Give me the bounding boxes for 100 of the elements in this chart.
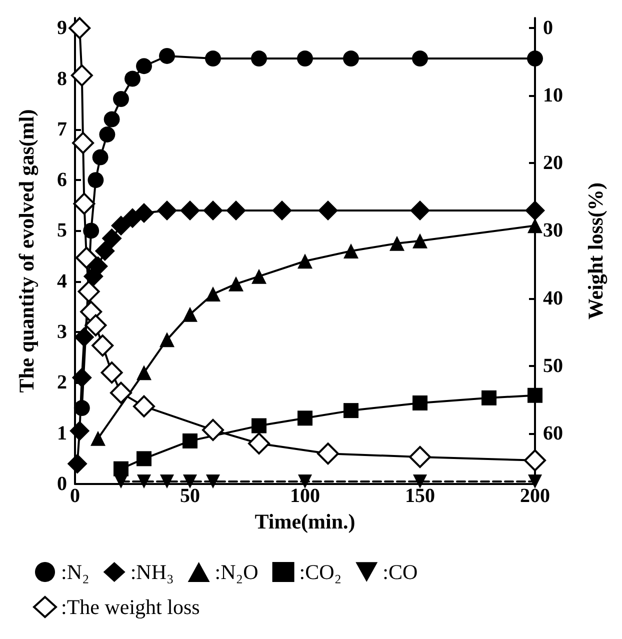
x-axis-title: Time(min.): [254, 509, 356, 534]
point: [248, 432, 270, 454]
legend-label: :N₂: [61, 560, 90, 584]
x-tick-label: 100: [290, 485, 320, 507]
point: [182, 433, 198, 448]
point: [94, 241, 115, 261]
point: [134, 203, 154, 224]
point: [72, 132, 94, 154]
point: [412, 395, 428, 410]
point: [390, 236, 404, 251]
point: [100, 362, 123, 384]
y2-tick-label: 50: [543, 354, 563, 377]
point: [183, 474, 197, 488]
y-tick-label: 1: [57, 422, 67, 444]
point: [413, 474, 427, 488]
point: [251, 50, 267, 67]
point: [92, 334, 114, 357]
y-tick-label: 5: [57, 220, 67, 242]
y2-tick-label: 30: [543, 220, 563, 242]
point: [410, 200, 430, 220]
point: [528, 388, 542, 403]
point: [90, 430, 106, 446]
x-tick-label: 200: [520, 485, 550, 507]
point: [272, 200, 292, 220]
point: [482, 390, 496, 406]
point: [180, 200, 200, 220]
x-tick-label: 150: [405, 485, 435, 507]
point: [203, 200, 223, 220]
point: [157, 200, 177, 220]
point: [137, 474, 151, 488]
point: [298, 410, 312, 426]
point: [72, 368, 92, 388]
point: [160, 332, 174, 348]
point: [318, 200, 338, 220]
point: [206, 286, 220, 302]
point: [528, 474, 542, 488]
point: [252, 418, 266, 434]
point: [202, 418, 224, 441]
point: [226, 200, 246, 220]
point: [111, 216, 131, 236]
legend-label: :N₂O: [214, 560, 258, 584]
x-tick-label: 50: [180, 485, 200, 507]
y2-tick-label: 0: [543, 17, 553, 40]
point: [78, 280, 100, 303]
point: [80, 300, 102, 323]
legend-label: :NH₃: [130, 560, 174, 584]
y-tick-label: 2: [57, 372, 67, 394]
point: [412, 50, 428, 67]
y2-axis-title: Weight loss(%): [584, 182, 608, 320]
point: [67, 454, 88, 474]
point: [409, 446, 431, 468]
y-tick-label: 7: [57, 118, 67, 140]
point: [88, 172, 104, 188]
y-tick-label: 6: [57, 169, 67, 192]
point: [114, 474, 128, 488]
point: [317, 442, 339, 465]
y2-tick-label: 60: [543, 422, 563, 444]
point: [99, 126, 116, 142]
point: [297, 50, 313, 67]
point: [182, 306, 198, 322]
legend-label: :CO₂: [299, 560, 342, 584]
point: [527, 50, 543, 67]
point: [76, 246, 98, 269]
point: [205, 50, 221, 67]
y2-tick-label: 40: [543, 287, 563, 310]
point: [124, 70, 140, 87]
point: [160, 474, 174, 488]
point: [298, 254, 312, 269]
point: [298, 474, 312, 488]
point: [344, 244, 358, 258]
y-tick-label: 8: [57, 68, 67, 90]
point: [133, 395, 155, 418]
point: [206, 474, 220, 488]
point: [110, 382, 132, 404]
y2-tick-label: 10: [543, 84, 563, 107]
y-tick-label: 3: [57, 321, 67, 344]
point: [70, 420, 90, 441]
point: [136, 365, 152, 380]
point: [113, 91, 129, 108]
point: [252, 268, 266, 284]
point: [525, 200, 545, 220]
point: [136, 451, 152, 466]
point: [70, 64, 93, 86]
point: [68, 17, 91, 40]
y-tick-label: 9: [57, 17, 67, 40]
point: [344, 403, 358, 418]
y-tick-label: 4: [57, 270, 67, 292]
legend-label: :CO: [382, 560, 418, 584]
point: [159, 48, 175, 64]
point: [92, 149, 108, 166]
point: [73, 192, 96, 215]
point: [102, 228, 122, 248]
legend-label: :The weight loss: [61, 595, 200, 619]
y2-tick-label: 20: [543, 152, 563, 174]
point: [74, 327, 94, 348]
point: [528, 218, 542, 234]
point: [228, 276, 244, 292]
point: [84, 314, 107, 336]
y-axis-title: The quantity of evolved gas(ml): [14, 109, 38, 393]
point: [104, 111, 120, 128]
